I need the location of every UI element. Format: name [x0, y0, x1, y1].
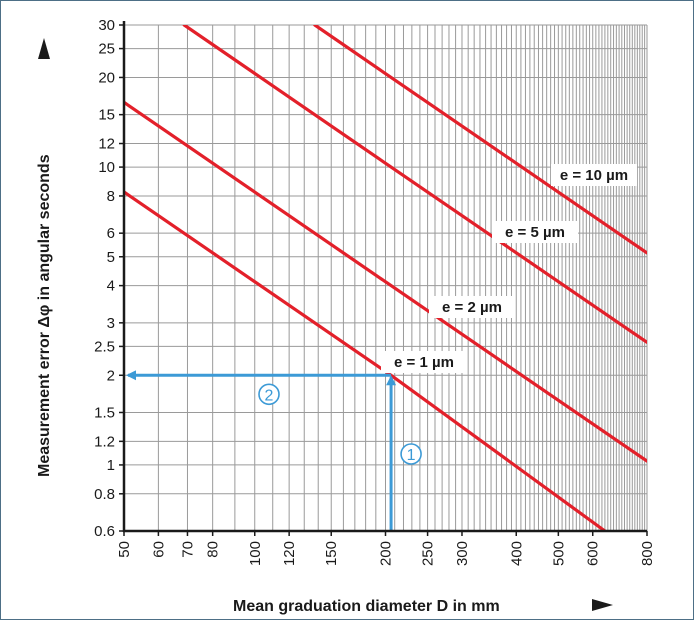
series-line: [182, 25, 647, 344]
series-label: e = 2 µm: [442, 299, 502, 316]
annotation-marker-label: 1: [407, 447, 416, 464]
annotation-marker-circle: [400, 443, 422, 465]
x-tick-label: 80: [205, 541, 222, 558]
series-label-bg: [492, 221, 578, 243]
y-tick-label: 12: [98, 136, 115, 153]
x-tick-label: 400: [508, 541, 525, 566]
y-tick-label: 0.8: [94, 486, 115, 503]
y-tick-label: 25: [98, 41, 115, 58]
y-tick-label: 2.5: [94, 338, 115, 355]
series-line: [124, 100, 647, 463]
y-axis-arrow-icon: [38, 38, 50, 59]
x-axis-title: Mean graduation diameter D in mm: [233, 598, 500, 615]
y-tick-label: 2: [107, 367, 115, 384]
series-label: e = 5 µm: [505, 224, 565, 241]
series-label-bg: [381, 351, 467, 373]
y-tick-label: 10: [98, 159, 115, 176]
y-tick-label: 20: [98, 69, 115, 86]
x-axis-title-group: Mean graduation diameter D in mm: [233, 598, 613, 615]
x-tick-label: 300: [454, 541, 471, 566]
series-labels: e = 1 µm e = 2 µm e = 5 µm e = 10 µm: [381, 164, 637, 373]
series-label: e = 1 µm: [394, 354, 454, 371]
series-label: e = 10 µm: [560, 167, 628, 184]
y-tick-label: 5: [107, 249, 115, 266]
x-tick-label: 800: [639, 541, 656, 566]
series-line: [313, 25, 647, 255]
x-tick-label: 200: [378, 541, 395, 566]
x-tick-label: 120: [281, 541, 298, 566]
y-axis-title: Measurement error Δφ in angular seconds: [36, 154, 53, 477]
y-tick-label: 15: [98, 107, 115, 124]
series-label-bg: [429, 296, 515, 318]
annotation-group: 12: [126, 370, 422, 531]
axes: [119, 21, 648, 536]
x-tick-label: 600: [585, 541, 602, 566]
y-tick-label: 6: [107, 225, 115, 242]
x-tick-label: 50: [116, 541, 133, 558]
annotation-marker-label: 2: [265, 387, 274, 404]
y-tick-label: 1.2: [94, 433, 115, 450]
series-label-bg: [551, 164, 637, 186]
y-tick-label: 1.5: [94, 404, 115, 421]
x-tick-label: 250: [420, 541, 437, 566]
x-tick-label: 60: [150, 541, 167, 558]
x-tick-label: 70: [179, 541, 196, 558]
grid: [124, 24, 648, 532]
y-tick-label: 1: [107, 457, 115, 474]
annotation-marker-circle: [258, 383, 280, 406]
y-tick-label: 30: [98, 17, 115, 34]
x-axis-arrow-icon: [592, 599, 613, 611]
x-tick-label: 100: [247, 541, 264, 566]
y-tick-label: 4: [107, 278, 115, 295]
x-tick-label: 150: [323, 541, 340, 566]
y-tick-label: 0.6: [94, 523, 115, 540]
y-tick-label: 3: [107, 315, 115, 332]
y-tick-label: 8: [107, 188, 115, 205]
y-axis-title-group: Measurement error Δφ in angular seconds: [36, 38, 53, 477]
x-tick-label: 500: [550, 541, 567, 566]
